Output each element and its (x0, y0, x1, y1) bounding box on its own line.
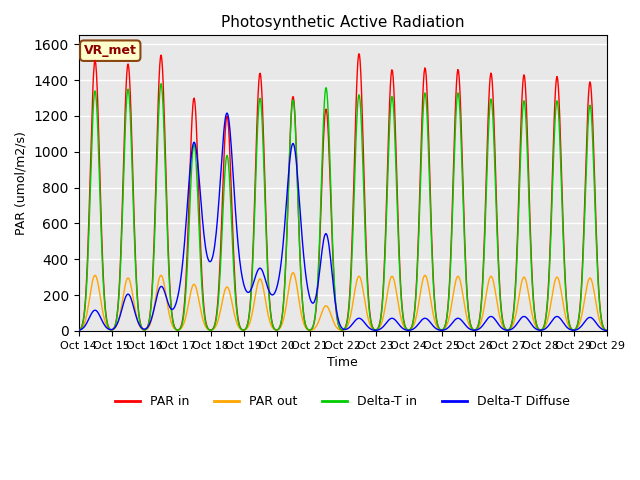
Text: VR_met: VR_met (84, 44, 137, 57)
Legend: PAR in, PAR out, Delta-T in, Delta-T Diffuse: PAR in, PAR out, Delta-T in, Delta-T Dif… (109, 390, 575, 413)
X-axis label: Time: Time (327, 356, 358, 369)
Title: Photosynthetic Active Radiation: Photosynthetic Active Radiation (221, 15, 464, 30)
Y-axis label: PAR (umol/m2/s): PAR (umol/m2/s) (15, 131, 28, 235)
